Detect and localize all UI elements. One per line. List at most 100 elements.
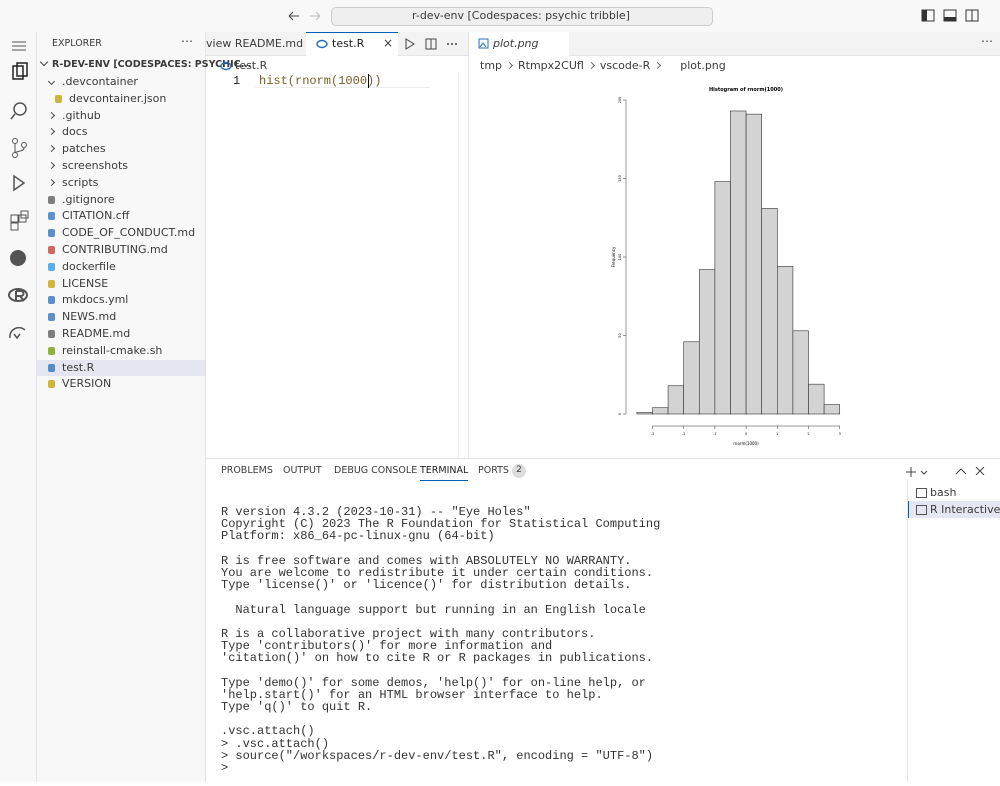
- file-icon: [48, 330, 55, 338]
- terminal-icon: [916, 505, 927, 515]
- editor-tab[interactable]: view README.md: [206, 37, 304, 50]
- bar: [792, 330, 809, 415]
- breadcrumb[interactable]: tmp: [480, 59, 503, 72]
- sidebar-title: EXPLORER: [52, 38, 102, 49]
- terminal-line: R is a collaborative project with many c…: [221, 626, 596, 641]
- file-name[interactable]: README.md: [62, 327, 131, 340]
- terminal-list: [907, 480, 1000, 782]
- terminal-line: 'citation()' on how to cite R or R packa…: [221, 651, 654, 666]
- terminal-block: Natural language support but running in …: [221, 602, 660, 617]
- x-tick-label: -1: [713, 432, 717, 436]
- terminal-selected[interactable]: [908, 501, 1000, 518]
- x-tick-label: 3: [839, 432, 841, 436]
- panel-actions[interactable]: [904, 465, 996, 479]
- bar: [823, 404, 841, 415]
- terminal-line: >: [221, 760, 229, 775]
- terminal-line: You are welcome to redistribute it under…: [221, 565, 654, 580]
- file-name[interactable]: .gitignore: [62, 192, 115, 206]
- y-tick-label: 100: [618, 254, 622, 261]
- breadcrumb[interactable]: plot.png: [680, 59, 726, 72]
- workspace-root[interactable]: R-DEV-ENV [CODESPACES: PSYCHIC...: [52, 59, 252, 70]
- crumb-separator: [654, 61, 662, 70]
- file-name[interactable]: test.R: [62, 360, 95, 374]
- file-icon: [48, 246, 55, 254]
- file-name[interactable]: scripts: [62, 175, 99, 189]
- terminal-output: R version 4.3.2 (2023-10-31) -- "Eye Hol…: [221, 506, 660, 786]
- file-name[interactable]: patches: [62, 142, 106, 156]
- terminal-line: Copyright (C) 2023 The R Foundation for …: [221, 517, 661, 532]
- x-tick-label: 0: [745, 432, 747, 436]
- file-name[interactable]: LICENSE: [62, 276, 109, 290]
- panel-tab[interactable]: OUTPUT: [283, 465, 322, 476]
- terminal-name[interactable]: bash: [930, 486, 957, 499]
- file-name[interactable]: CODE_OF_CONDUCT.md: [62, 226, 196, 240]
- nav-arrows[interactable]: [286, 8, 326, 24]
- editor-actions[interactable]: [403, 37, 463, 51]
- terminal-line: .vsc.attach(): [221, 724, 315, 739]
- breadcrumb[interactable]: Rtmpx2CUfl: [518, 59, 584, 72]
- file-icon: [48, 229, 55, 238]
- file-name[interactable]: CONTRIBUTING.md: [62, 243, 168, 256]
- terminal-name[interactable]: R Interactive: [930, 503, 1000, 516]
- bar: [636, 412, 653, 415]
- file-name[interactable]: devcontainer.json: [69, 91, 167, 105]
- x-tick-label: 2: [807, 432, 809, 436]
- bar: [761, 208, 778, 415]
- file-name[interactable]: screenshots: [62, 159, 129, 172]
- terminal-block: .vsc.attach() > .vsc.attach() > source("/w…: [221, 725, 660, 774]
- terminal-line: R is free software and comes with ABSOLU…: [221, 553, 632, 568]
- more-actions[interactable]: ⋯: [981, 34, 993, 48]
- file-name[interactable]: reinstall-cmake.sh: [62, 343, 163, 357]
- window-title: r-dev-env [Codespaces: psychic tribble]: [412, 9, 630, 22]
- x-tick-label: 1: [776, 432, 778, 436]
- breadcrumb[interactable]: vscode-R: [599, 59, 651, 72]
- file-icon: [48, 279, 55, 288]
- sidebar-more[interactable]: ⋯: [181, 34, 193, 48]
- file-name[interactable]: VERSION: [62, 377, 112, 391]
- ports-badge: [512, 464, 526, 478]
- tab-close[interactable]: ×: [383, 36, 394, 50]
- crumb-separator: [587, 61, 595, 70]
- file-name[interactable]: CITATION.cff: [62, 209, 130, 223]
- y-tick-label: 0: [618, 413, 622, 415]
- ports-count: 2: [516, 465, 522, 475]
- y-axis-label: Frequency: [611, 246, 616, 267]
- file-icon: [48, 313, 55, 322]
- file-name[interactable]: .devcontainer: [62, 75, 138, 88]
- image-tab-active[interactable]: [469, 32, 569, 56]
- terminal-line: Type 'demo()' for some demos, 'help()' f…: [221, 675, 646, 690]
- panel-tab[interactable]: TERMINAL: [420, 465, 469, 476]
- minimap-slider: [458, 72, 469, 458]
- terminal-line: Type 'contributors()' for more informati…: [221, 639, 553, 654]
- bar: [714, 181, 731, 415]
- plot-title: Histogram of rnorm(1000): [709, 87, 783, 93]
- y-tick-label: 150: [618, 175, 622, 182]
- editor-breadcrumb: test.R: [235, 59, 268, 72]
- layout-controls[interactable]: [920, 9, 990, 23]
- image-tab[interactable]: plot.png: [493, 37, 539, 50]
- activity-icons[interactable]: [6, 34, 32, 344]
- file-name[interactable]: .github: [62, 108, 101, 122]
- bar: [652, 407, 669, 415]
- command-center[interactable]: [331, 7, 713, 26]
- panel-tab[interactable]: PROBLEMS: [221, 465, 273, 476]
- file-name[interactable]: NEWS.md: [62, 310, 117, 324]
- panel-tab[interactable]: PORTS: [478, 465, 509, 476]
- file-name[interactable]: dockerfile: [62, 259, 116, 273]
- cursor: [368, 74, 369, 88]
- file-name[interactable]: mkdocs.yml: [62, 293, 129, 307]
- editor-tab[interactable]: test.R: [332, 37, 365, 50]
- editor-tab-active[interactable]: [306, 32, 398, 57]
- file-name[interactable]: docs: [62, 125, 88, 139]
- file-icon: [48, 262, 55, 271]
- panel-tab[interactable]: DEBUG CONSOLE: [334, 465, 418, 476]
- file-icon: [48, 380, 55, 389]
- terminal-line: Type 'q()' to quit R.: [221, 700, 373, 714]
- crumb-separator: [505, 61, 514, 70]
- group-divider: [468, 32, 469, 458]
- terminal-icon: [916, 488, 927, 498]
- terminal-line: Natural language support but running in …: [221, 602, 646, 617]
- histogram-image: Histogram of rnorm(1000) Frequency rnorm(1…: [611, 87, 841, 446]
- bar: [808, 383, 825, 415]
